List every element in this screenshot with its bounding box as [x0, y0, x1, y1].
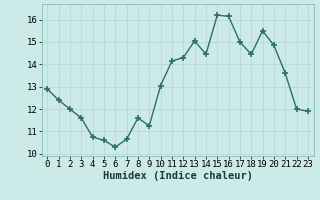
X-axis label: Humidex (Indice chaleur): Humidex (Indice chaleur) — [103, 171, 252, 181]
